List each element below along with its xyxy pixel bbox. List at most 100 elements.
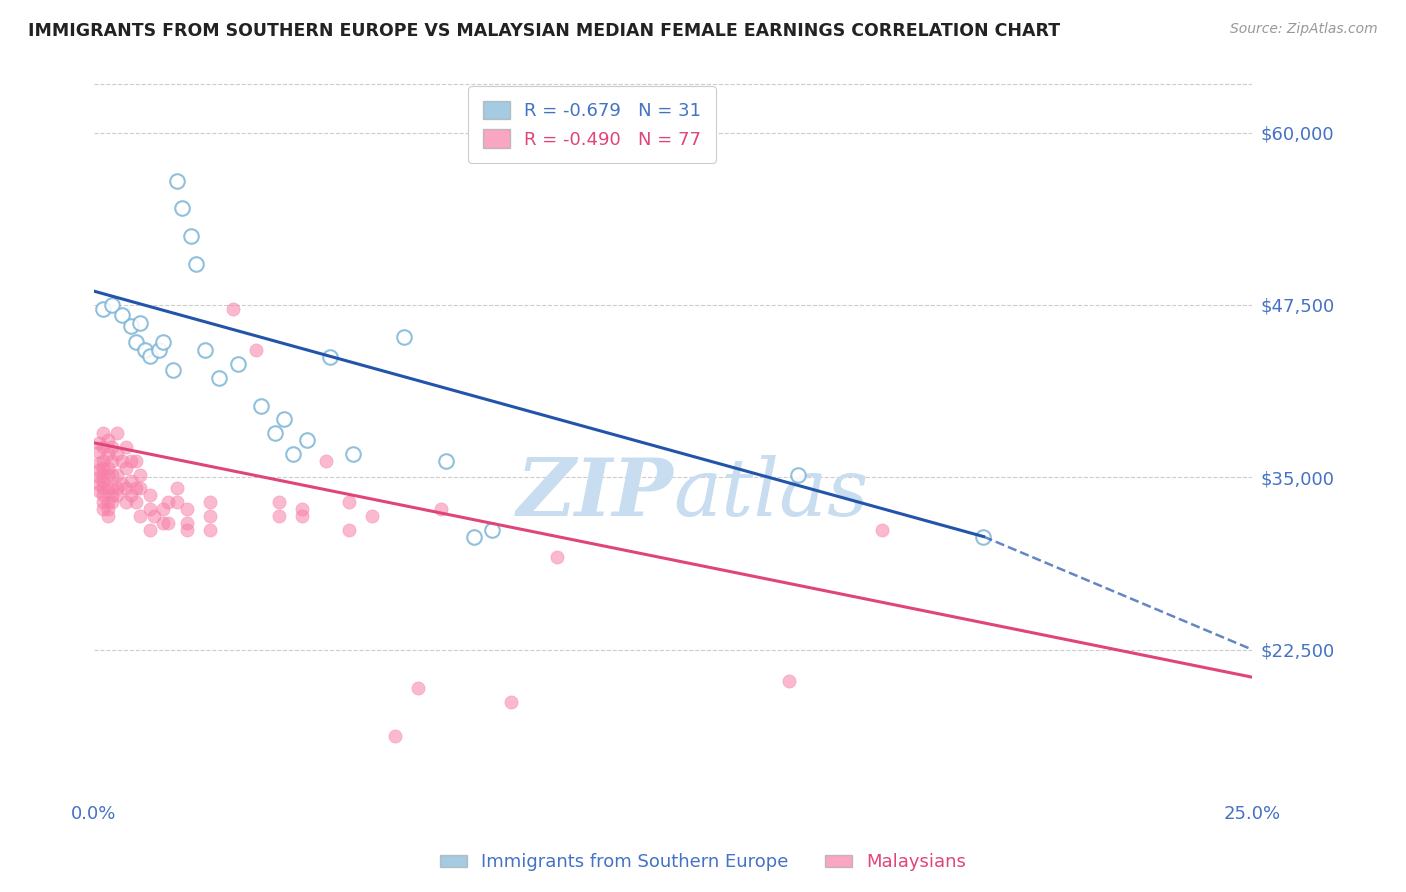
Point [138, 523, 160, 537]
Point [138, 488, 160, 502]
Point [143, 508, 166, 523]
Point [115, 495, 138, 509]
Point [120, 488, 142, 502]
Point [430, 502, 453, 516]
Point [87, 457, 110, 471]
Text: ZIP: ZIP [516, 455, 673, 532]
Point [97, 467, 120, 482]
Point [101, 454, 124, 468]
Point [138, 502, 160, 516]
Point [111, 477, 134, 491]
Point [87, 435, 110, 450]
Point [120, 318, 142, 333]
Point [129, 481, 152, 495]
Point [91, 467, 114, 482]
Point [105, 467, 128, 482]
Point [115, 440, 138, 454]
Point [778, 674, 800, 689]
Point [87, 445, 110, 459]
Point [134, 343, 156, 358]
Point [222, 301, 245, 316]
Point [281, 447, 304, 461]
Point [105, 488, 128, 502]
Point [105, 426, 128, 441]
Point [120, 454, 142, 468]
Text: atlas: atlas [673, 455, 869, 532]
Point [129, 508, 152, 523]
Point [481, 523, 503, 537]
Point [226, 357, 249, 371]
Point [337, 495, 360, 509]
Point [152, 335, 174, 350]
Point [105, 481, 128, 495]
Point [319, 351, 342, 365]
Point [434, 454, 457, 468]
Point [249, 399, 271, 413]
Point [295, 433, 318, 447]
Point [152, 516, 174, 530]
Point [87, 477, 110, 491]
Point [972, 530, 994, 544]
Text: IMMIGRANTS FROM SOUTHERN EUROPE VS MALAYSIAN MEDIAN FEMALE EARNINGS CORRELATION : IMMIGRANTS FROM SOUTHERN EUROPE VS MALAY… [28, 22, 1060, 40]
Point [105, 447, 128, 461]
Point [463, 530, 485, 544]
Point [101, 440, 124, 454]
Point [166, 481, 188, 495]
Point [97, 502, 120, 516]
Point [170, 202, 193, 216]
Point [87, 463, 110, 477]
Point [97, 481, 120, 495]
Point [180, 229, 202, 244]
Point [198, 508, 221, 523]
Point [269, 495, 291, 509]
Point [124, 481, 146, 495]
Point [176, 516, 198, 530]
Point [138, 349, 160, 363]
Point [115, 460, 138, 475]
Point [787, 467, 810, 482]
Point [184, 256, 207, 270]
Point [115, 481, 138, 495]
Point [198, 523, 221, 537]
Point [124, 454, 146, 468]
Point [91, 475, 114, 489]
Point [546, 550, 568, 565]
Point [111, 308, 134, 322]
Point [87, 484, 110, 499]
Point [194, 343, 217, 358]
Point [129, 316, 152, 330]
Point [97, 447, 120, 461]
Point [176, 502, 198, 516]
Point [245, 343, 267, 358]
Point [97, 508, 120, 523]
Point [124, 495, 146, 509]
Point [91, 454, 114, 468]
Point [101, 495, 124, 509]
Point [91, 440, 114, 454]
Legend: Immigrants from Southern Europe, Malaysians: Immigrants from Southern Europe, Malaysi… [433, 847, 973, 879]
Point [394, 329, 416, 343]
Point [148, 343, 170, 358]
Point [342, 447, 364, 461]
Point [384, 730, 406, 744]
Point [91, 502, 114, 516]
Point [499, 695, 522, 709]
Point [198, 495, 221, 509]
Point [166, 495, 188, 509]
Point [91, 488, 114, 502]
Point [101, 488, 124, 502]
Point [208, 371, 231, 385]
Point [166, 174, 188, 188]
Point [97, 460, 120, 475]
Point [120, 475, 142, 489]
Point [101, 298, 124, 312]
Point [124, 335, 146, 350]
Point [97, 433, 120, 447]
Point [263, 426, 285, 441]
Point [361, 508, 384, 523]
Point [101, 467, 124, 482]
Point [101, 481, 124, 495]
Point [97, 495, 120, 509]
Point [157, 516, 180, 530]
Point [152, 502, 174, 516]
